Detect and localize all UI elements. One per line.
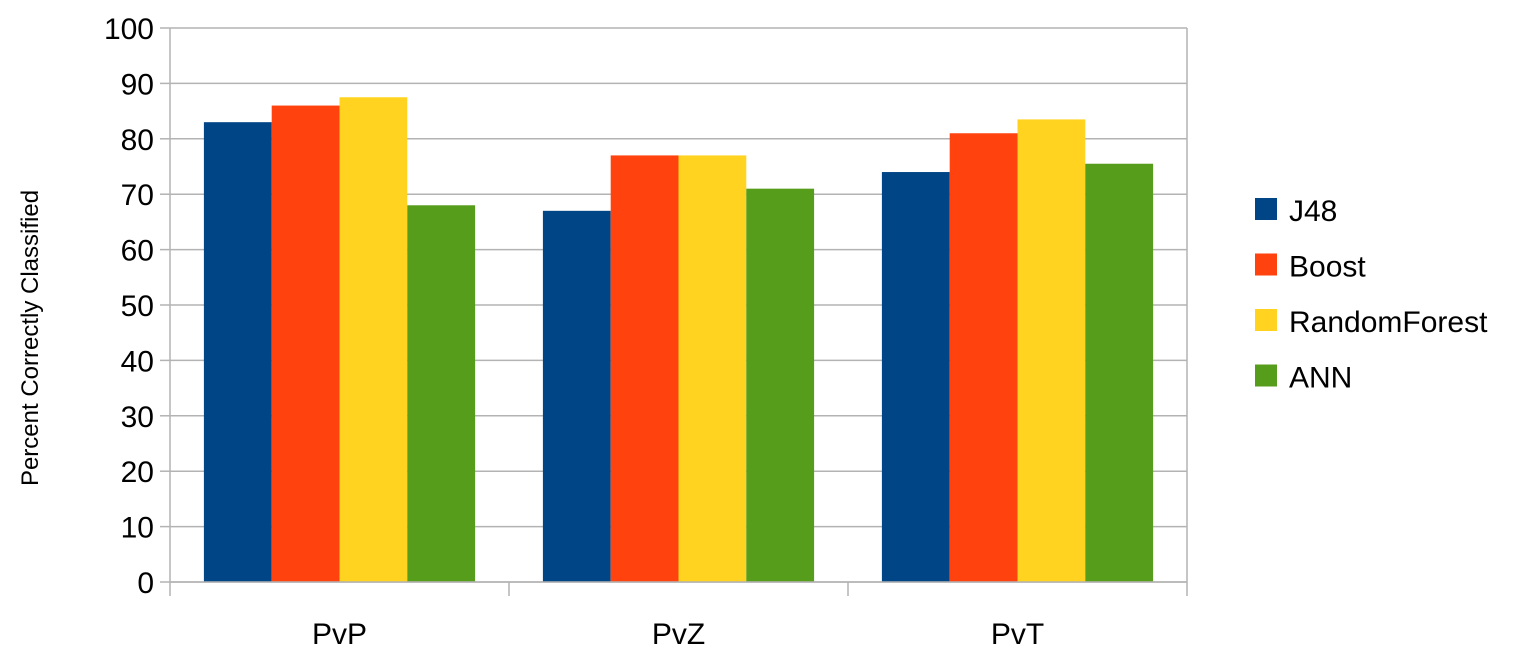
bar-j48-pvp [203, 122, 272, 583]
bar-ann-pvp [407, 205, 476, 582]
x-tick-label: PvZ [652, 618, 705, 651]
bar-randomforest-pvz [678, 155, 747, 583]
bar-ann-pvz [746, 188, 815, 582]
y-tick-label: 100 [104, 13, 154, 46]
bar-j48-pvz [542, 210, 611, 582]
legend-label-randomforest: RandomForest [1289, 306, 1488, 339]
y-tick-label: 90 [121, 68, 154, 101]
y-axis-title: Percent Correctly Classified [17, 190, 44, 486]
y-tick-label: 10 [121, 512, 154, 545]
bars [203, 97, 1154, 583]
x-tick-label: PvT [991, 618, 1044, 651]
axes [160, 27, 1188, 596]
legend-swatch-randomforest [1255, 309, 1277, 331]
x-tick-labels: PvP PvZ PvT [312, 618, 1044, 651]
y-tick-label: 50 [121, 290, 154, 323]
legend-swatch-boost [1255, 253, 1277, 276]
y-tick-label: 80 [121, 124, 154, 157]
bar-ann-pvt [1085, 163, 1154, 583]
legend: J48 Boost RandomForest ANN [1255, 195, 1488, 395]
bar-j48-pvt [881, 172, 950, 583]
legend-label-ann: ANN [1289, 362, 1352, 395]
legend-label-boost: Boost [1289, 251, 1366, 284]
bar-randomforest-pvp [339, 97, 408, 582]
y-tick-label: 60 [121, 235, 154, 268]
y-tick-labels: 0 10 20 30 40 50 60 70 80 90 100 [104, 13, 154, 600]
x-tick-label: PvP [312, 618, 367, 651]
y-tick-label: 40 [121, 345, 154, 378]
y-tick-label: 70 [121, 179, 154, 212]
y-tick-label: 0 [137, 567, 154, 600]
bar-boost-pvz [610, 155, 679, 583]
y-tick-label: 30 [121, 401, 154, 434]
legend-label-j48: J48 [1289, 195, 1337, 228]
legend-swatch-ann [1255, 364, 1277, 387]
bar-boost-pvp [271, 105, 340, 582]
bar-randomforest-pvt [1017, 119, 1086, 582]
y-tick-label: 20 [121, 456, 154, 489]
bar-boost-pvt [949, 133, 1018, 582]
legend-swatch-j48 [1255, 198, 1277, 220]
